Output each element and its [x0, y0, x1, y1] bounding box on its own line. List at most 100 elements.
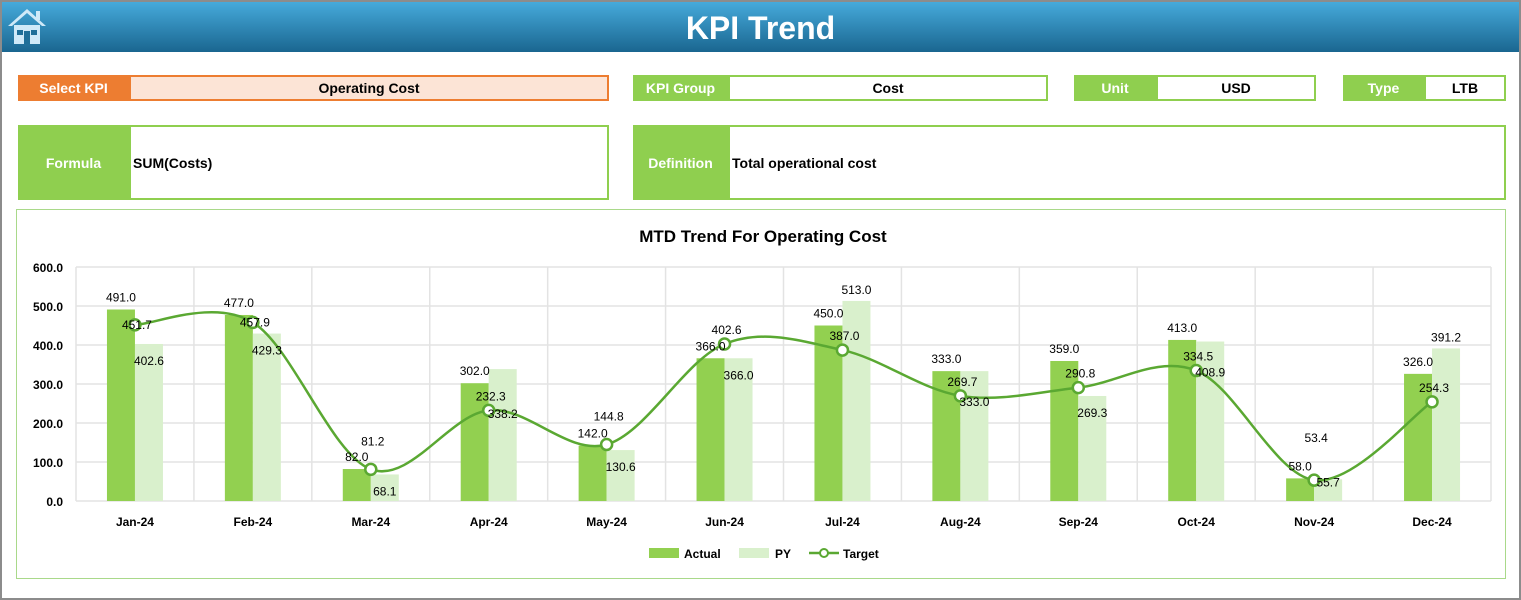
x-tick-label: Jun-24 — [705, 515, 744, 529]
data-label-actual: 366.0 — [696, 339, 726, 353]
home-icon[interactable] — [6, 6, 48, 46]
select-kpi-dropdown[interactable]: Operating Cost — [129, 75, 609, 101]
bar-py — [606, 450, 635, 501]
target-marker — [246, 315, 260, 330]
legend-actual-label: Actual — [684, 547, 721, 561]
bar-actual — [1404, 373, 1433, 501]
target-marker — [599, 437, 614, 452]
target-marker — [835, 343, 850, 357]
title-bar: KPI Trend — [2, 2, 1519, 52]
type-value: LTB — [1424, 75, 1506, 101]
data-label-target: 451.7 — [122, 318, 152, 332]
data-label-target: 144.8 — [594, 410, 624, 424]
bar-py — [252, 333, 281, 501]
x-tick-label: Mar-24 — [351, 515, 390, 529]
data-label-py: 513.0 — [841, 283, 871, 297]
bar-py — [1314, 479, 1343, 501]
bar-actual — [1050, 360, 1079, 501]
unit-value: USD — [1156, 75, 1316, 101]
data-label-actual: 491.0 — [106, 291, 136, 305]
type-label: Type — [1343, 75, 1424, 101]
data-label-py: 402.6 — [134, 354, 164, 368]
data-label-py: 391.2 — [1431, 330, 1461, 344]
x-tick-label: Aug-24 — [940, 515, 981, 529]
definition-label: Definition — [633, 125, 728, 200]
data-label-actual: 413.0 — [1167, 321, 1197, 335]
target-marker — [1425, 395, 1439, 409]
data-label-py: 366.0 — [724, 368, 754, 382]
data-label-py: 408.9 — [1195, 366, 1225, 380]
y-tick-label: 400.0 — [33, 339, 63, 353]
target-marker — [1189, 363, 1203, 378]
data-label-target: 457.9 — [240, 315, 270, 329]
bar-py — [134, 343, 163, 501]
x-tick-label: Jan-24 — [116, 515, 154, 529]
bar-actual — [1168, 339, 1197, 501]
data-label-py: 130.6 — [606, 460, 636, 474]
data-label-py: 68.1 — [373, 484, 397, 498]
data-label-actual: 326.0 — [1403, 355, 1433, 369]
bar-actual — [106, 309, 135, 501]
target-marker — [717, 337, 732, 351]
x-tick-label: Jul-24 — [825, 515, 860, 529]
y-tick-label: 300.0 — [33, 378, 63, 392]
x-tick-label: May-24 — [586, 515, 627, 529]
target-marker — [364, 462, 378, 477]
data-label-actual: 333.0 — [931, 352, 961, 366]
data-label-target: 269.7 — [947, 375, 977, 389]
target-marker — [481, 403, 496, 418]
data-label-py: 429.3 — [252, 344, 282, 358]
data-label-py: 269.3 — [1077, 406, 1107, 420]
chart-svg: MTD Trend For Operating Cost 0.0 100.0 200… — [33, 227, 1492, 561]
data-label-actual: 359.0 — [1049, 342, 1079, 356]
data-label-target: 232.3 — [476, 389, 506, 403]
data-label-actual: 82.0 — [345, 450, 369, 464]
bar-py — [370, 474, 399, 501]
kpi-group-label: KPI Group — [633, 75, 728, 101]
bar-py — [842, 300, 871, 501]
unit-label: Unit — [1074, 75, 1156, 101]
data-label-target: 254.3 — [1419, 381, 1449, 395]
target-marker — [1071, 380, 1086, 395]
data-label-target: 387.0 — [829, 329, 859, 343]
x-tick-label: Feb-24 — [234, 515, 273, 529]
mtd-trend-chart: MTD Trend For Operating Cost 0.0 100.0 200… — [16, 209, 1506, 579]
data-label-actual: 477.0 — [224, 296, 254, 310]
data-label-target: 53.4 — [1304, 431, 1328, 445]
target-marker — [1307, 473, 1321, 487]
formula-label: Formula — [18, 125, 129, 200]
data-label-actual: 142.0 — [578, 427, 608, 441]
x-tick-label: Sep-24 — [1059, 515, 1099, 529]
x-tick-label: Apr-24 — [470, 515, 508, 529]
y-tick-label: 100.0 — [33, 456, 63, 470]
definition-value: Total operational cost — [728, 125, 1506, 200]
data-label-py: 55.7 — [1316, 475, 1340, 489]
legend-target-marker — [819, 548, 829, 558]
data-label-target: 334.5 — [1183, 350, 1213, 364]
legend-py-swatch — [739, 548, 769, 558]
x-tick-label: Dec-24 — [1412, 515, 1452, 529]
y-tick-label: 0.0 — [46, 495, 63, 509]
bar-py — [1078, 395, 1107, 501]
bar-py — [724, 358, 753, 501]
legend-py-label: PY — [775, 547, 791, 561]
target-marker — [128, 318, 142, 332]
target-line — [134, 311, 1433, 482]
formula-value: SUM(Costs) — [129, 125, 609, 200]
chart-title: MTD Trend For Operating Cost — [639, 227, 887, 246]
bar-actual — [460, 383, 489, 501]
data-label-py: 338.2 — [488, 407, 518, 421]
y-tick-label: 600.0 — [33, 261, 63, 275]
data-label-actual: 450.0 — [813, 307, 843, 321]
data-label-actual: 58.0 — [1288, 459, 1312, 473]
data-label-target: 81.2 — [361, 434, 385, 448]
bar-py — [1432, 348, 1461, 501]
data-label-py: 333.0 — [959, 395, 989, 409]
page-title: KPI Trend — [685, 10, 836, 46]
y-tick-label: 200.0 — [33, 417, 63, 431]
bar-actual — [224, 314, 253, 501]
bar-actual — [696, 358, 725, 501]
legend-target-label: Target — [843, 547, 879, 561]
legend-actual-swatch — [649, 548, 679, 558]
